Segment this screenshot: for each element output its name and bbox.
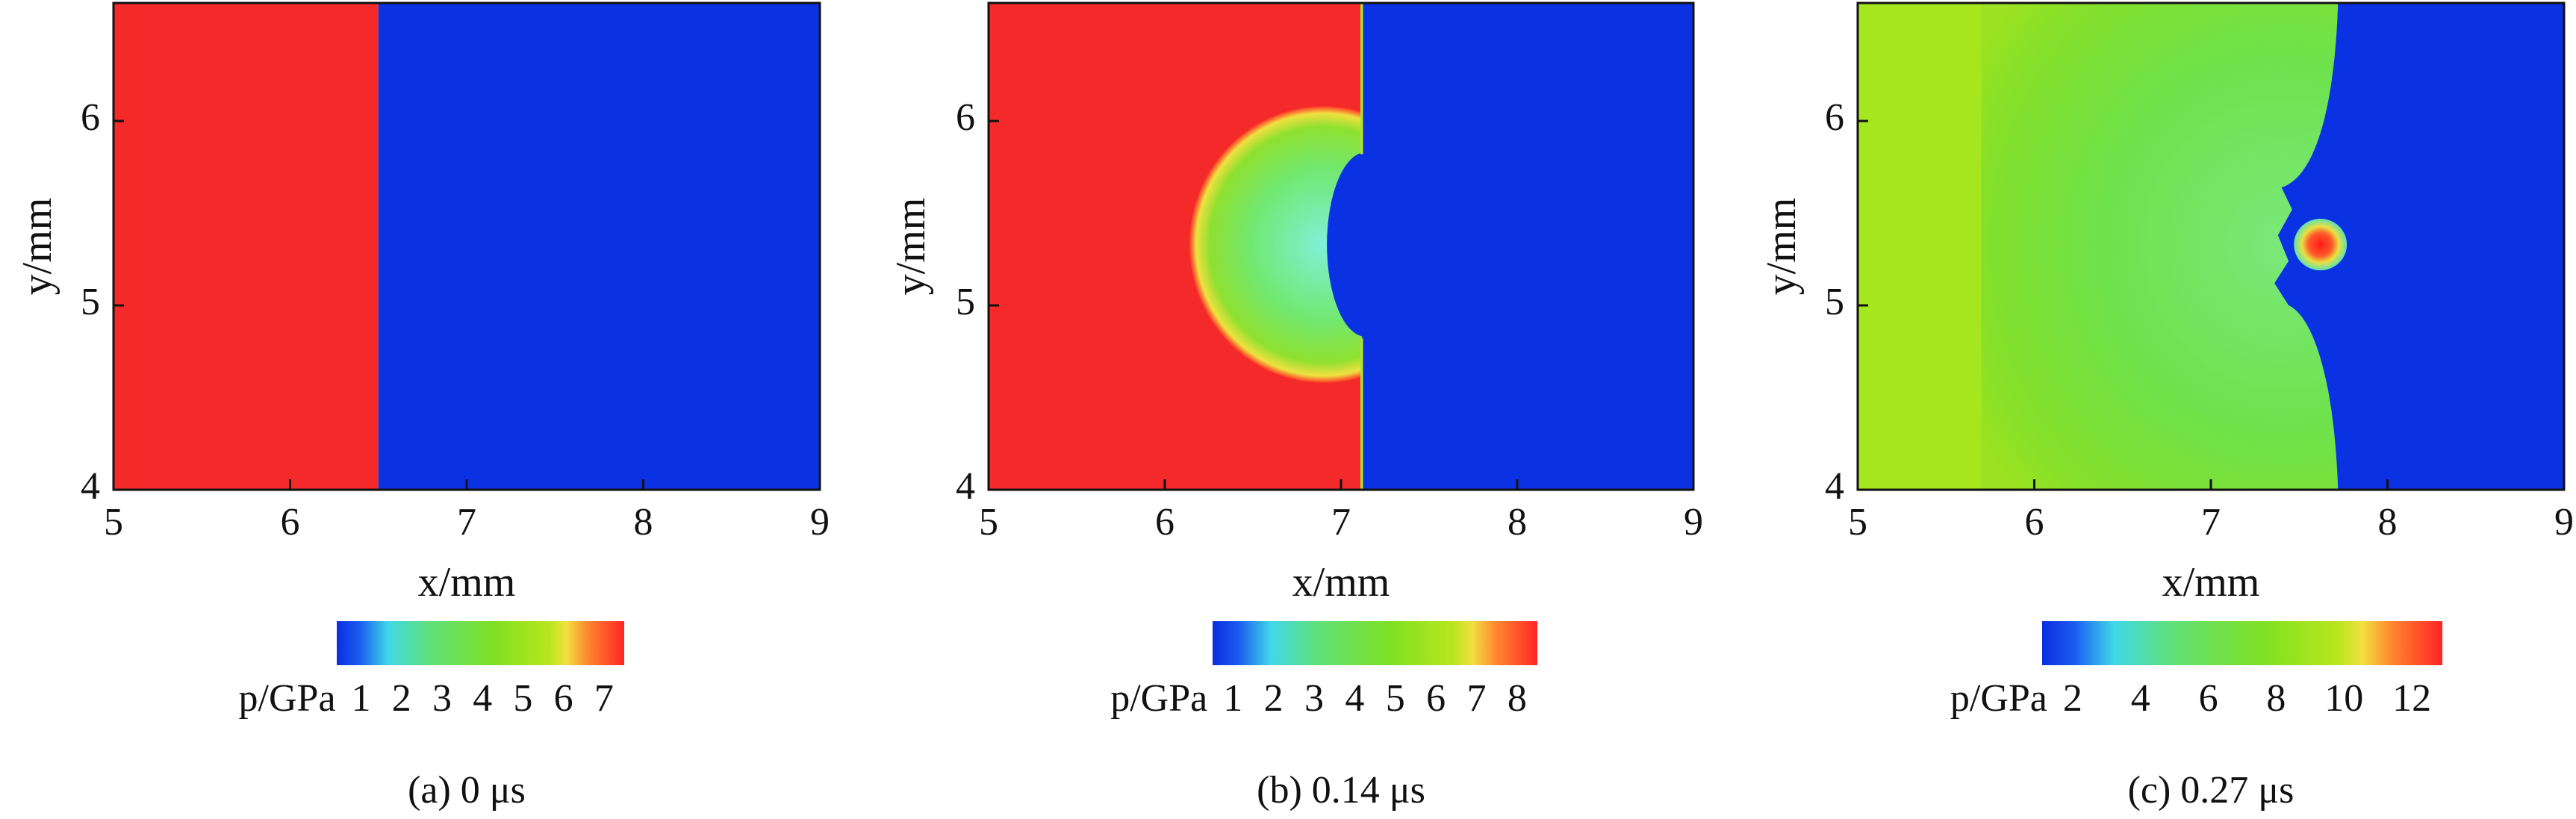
colorbar-tick-label: 4 <box>1345 677 1364 720</box>
colorbar-tick-label: 2 <box>1264 677 1284 720</box>
colorbar-tick-label: 3 <box>1304 677 1324 720</box>
colorbar-tick-label: 1 <box>352 677 371 720</box>
x-tick-label: 7 <box>457 501 476 544</box>
colorbar <box>337 621 624 665</box>
colorbar-tick-label: 6 <box>2199 677 2218 720</box>
colorbar <box>2042 621 2442 665</box>
pressure-field <box>113 3 820 490</box>
x-tick-label: 5 <box>979 501 998 544</box>
colorbar-tick-label: 8 <box>1508 677 1527 720</box>
pressure-field <box>1858 3 2564 490</box>
colorbar-tick-label: 10 <box>2324 677 2363 720</box>
y-tick-label: 5 <box>1825 281 1844 323</box>
y-tick-label: 5 <box>956 281 975 323</box>
x-tick-label: 5 <box>104 501 123 544</box>
colorbar-tick-label: 4 <box>2131 677 2150 720</box>
colorbar-tick-label: 12 <box>2392 677 2431 720</box>
x-tick-label: 8 <box>1508 501 1527 544</box>
x-tick-label: 8 <box>2378 501 2398 544</box>
y-tick-label: 4 <box>1825 465 1844 508</box>
y-tick-label: 4 <box>956 465 975 508</box>
colorbar-tick-label: 6 <box>1426 677 1446 720</box>
y-axis-label: y/mm <box>14 198 60 296</box>
y-axis-label: y/mm <box>888 198 934 296</box>
colorbar-label: p/GPa <box>1110 677 1207 720</box>
x-tick-label: 9 <box>2554 501 2574 544</box>
x-tick-label: 8 <box>634 501 653 544</box>
colorbar-label: p/GPa <box>239 677 336 720</box>
y-tick-label: 5 <box>81 281 100 323</box>
colorbar-label: p/GPa <box>1950 677 2047 720</box>
y-axis-label: y/mm <box>1758 198 1805 296</box>
x-axis-label: x/mm <box>418 559 516 605</box>
colorbar-tick-label: 7 <box>1466 677 1486 720</box>
y-tick-label: 6 <box>1825 96 1844 139</box>
x-tick-label: 5 <box>1848 501 1867 544</box>
colorbar-tick-label: 2 <box>2063 677 2082 720</box>
colorbar <box>1213 621 1537 665</box>
colorbar-tick-label: 2 <box>392 677 411 720</box>
x-tick-label: 6 <box>2025 501 2044 544</box>
x-tick-label: 7 <box>1331 501 1351 544</box>
x-tick-label: 7 <box>2201 501 2221 544</box>
caption: (a) 0 μs <box>408 769 526 812</box>
colorbar-tick-label: 5 <box>1386 677 1405 720</box>
y-tick-label: 6 <box>956 96 975 139</box>
colorbar-tick-label: 5 <box>513 677 532 720</box>
caption: (b) 0.14 μs <box>1257 769 1425 812</box>
x-tick-label: 6 <box>1155 501 1175 544</box>
pressure-field <box>989 3 1693 490</box>
colorbar-tick-label: 6 <box>554 677 573 720</box>
x-tick-label: 9 <box>1684 501 1703 544</box>
y-tick-label: 6 <box>81 96 100 139</box>
x-tick-label: 9 <box>810 501 830 544</box>
x-axis-label: x/mm <box>1292 559 1390 605</box>
caption: (c) 0.27 μs <box>2128 769 2295 812</box>
colorbar-tick-label: 7 <box>594 677 614 720</box>
y-tick-label: 4 <box>81 465 100 508</box>
x-axis-label: x/mm <box>2162 559 2260 605</box>
x-tick-label: 6 <box>281 501 300 544</box>
colorbar-tick-label: 4 <box>473 677 492 720</box>
colorbar-tick-label: 8 <box>2266 677 2286 720</box>
colorbar-tick-label: 3 <box>432 677 452 720</box>
colorbar-tick-label: 1 <box>1223 677 1242 720</box>
